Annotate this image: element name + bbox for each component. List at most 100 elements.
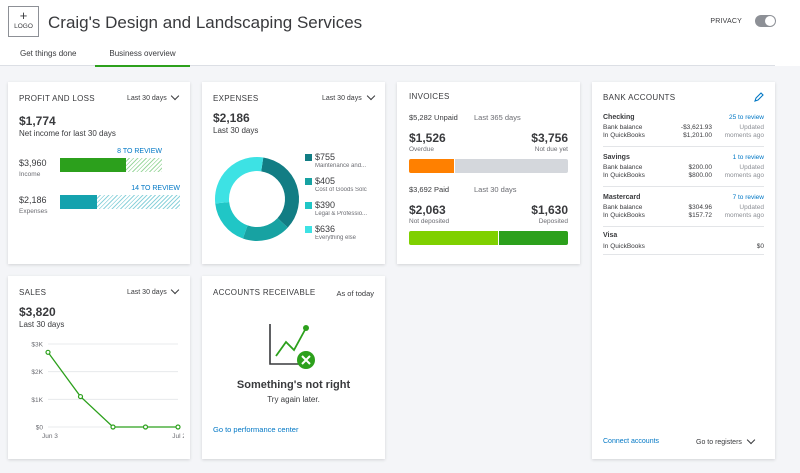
legend-swatch [305, 178, 312, 185]
income-label: Income [19, 171, 41, 178]
performance-center-link[interactable]: Go to performance center [213, 425, 299, 434]
expenses-donut-chart[interactable] [212, 154, 302, 244]
review-link[interactable]: 25 to review [728, 114, 764, 121]
privacy-toggle[interactable] [755, 15, 776, 27]
divider [603, 146, 764, 147]
sales-data-point[interactable] [110, 424, 116, 430]
qb-balance-label: In QuickBooks [603, 172, 645, 179]
donut-slice[interactable] [215, 201, 249, 239]
overdue-bar[interactable] [409, 159, 454, 173]
qb-balance-value: $157.72 [688, 212, 713, 219]
legend-label: Cost of Goods Solc [315, 187, 367, 193]
tab-get-things-done[interactable]: Get things done [20, 49, 77, 58]
expenses-card: EXPENSES Last 30 days $2,186 Last 30 day… [202, 82, 385, 264]
legend-value[interactable]: $755 [315, 152, 336, 162]
not-due-bar[interactable] [455, 159, 568, 173]
tab-bar: Get things done Business overview [0, 44, 775, 67]
page-header: + LOGO Craig's Design and Landscaping Se… [0, 0, 800, 67]
donut-slice[interactable] [215, 157, 264, 204]
sales-data-point[interactable] [142, 424, 149, 430]
bank-account-name[interactable]: Savings [603, 154, 630, 161]
period-select[interactable]: Last 30 days [127, 95, 167, 102]
bank-account-name[interactable]: Mastercard [603, 194, 641, 201]
visa-name[interactable]: Visa [603, 232, 618, 239]
review-link[interactable]: 7 to review [732, 194, 764, 201]
period-select[interactable]: Last 30 days [322, 95, 362, 102]
legend-value[interactable]: $405 [315, 176, 336, 186]
y-tick-label: $0 [36, 425, 44, 432]
card-title: PROFIT AND LOSS [19, 94, 95, 103]
legend-swatch [305, 226, 312, 233]
donut-slice[interactable] [260, 157, 299, 228]
card-title: ACCOUNTS RECEIVABLE [213, 288, 316, 297]
legend-value[interactable]: $390 [315, 200, 336, 210]
add-logo-button[interactable]: + LOGO [8, 6, 39, 37]
deposited-label: Deposited [538, 218, 568, 225]
company-name: Craig's Design and Landscaping Services [48, 13, 363, 32]
not-deposited-bar[interactable] [409, 231, 498, 245]
deposited-bar[interactable] [499, 231, 568, 245]
legend-swatch [305, 202, 312, 209]
chevron-down-icon[interactable] [746, 435, 756, 445]
tab-business-overview[interactable]: Business overview [95, 49, 190, 67]
error-subtitle: Try again later. [267, 395, 320, 404]
income-bar[interactable] [60, 158, 126, 172]
period-select[interactable]: Last 30 days [127, 289, 167, 296]
go-to-registers-select[interactable]: Go to registers [696, 439, 742, 446]
overdue-label: Overdue [409, 146, 434, 153]
expenses-bar[interactable] [60, 195, 97, 209]
legend-label: Everything else [315, 235, 357, 241]
chevron-down-icon[interactable] [170, 91, 180, 101]
legend-label: Legal & Professio... [315, 211, 368, 217]
plus-icon: + [19, 8, 28, 23]
divider [603, 186, 764, 187]
visa-qb-label: In QuickBooks [603, 243, 645, 250]
y-tick-label: $3K [31, 342, 43, 349]
divider [603, 226, 764, 227]
pencil-icon[interactable] [754, 92, 764, 102]
bank-balance-label: Bank balance [603, 204, 643, 211]
x-tick-label: Jul 2 [172, 433, 184, 440]
income-review-hatch[interactable] [126, 158, 162, 172]
sales-data-point[interactable] [77, 393, 84, 400]
expenses-label: Expenses [19, 208, 48, 215]
visa-qb-value: $0 [756, 243, 764, 250]
chevron-down-icon[interactable] [366, 91, 376, 101]
not-deposited-value: $2,063 [409, 203, 446, 217]
sales-data-point[interactable] [175, 424, 181, 430]
expenses-review-hatch[interactable] [97, 195, 180, 209]
y-tick-label: $1K [31, 397, 43, 404]
bank-account-name[interactable]: Checking [603, 114, 635, 121]
net-income-value: $1,774 [19, 114, 56, 128]
sales-data-point[interactable] [45, 349, 51, 355]
expenses-total-label: Last 30 days [213, 126, 259, 135]
donut-slice[interactable] [242, 217, 288, 241]
legend-value[interactable]: $636 [315, 224, 336, 234]
chevron-down-icon[interactable] [170, 285, 180, 295]
broken-chart-icon [269, 324, 315, 369]
privacy-label: PRIVACY [710, 18, 742, 25]
not-due-value: $3,756 [531, 131, 568, 145]
expenses-value: $2,186 [19, 195, 47, 205]
qb-balance-label: In QuickBooks [603, 132, 645, 139]
sales-total: $3,820 [19, 305, 56, 319]
sales-card: SALES Last 30 days $3,820 Last 30 days $… [8, 276, 190, 459]
logo-label: LOGO [14, 23, 33, 30]
qb-balance-value: $800.00 [688, 172, 713, 179]
connect-accounts-link[interactable]: Connect accounts [603, 438, 660, 445]
bank-balance-value: $200.00 [688, 164, 713, 171]
bank-accounts-card: BANK ACCOUNTS Visa In QuickBooks $0 Conn… [592, 82, 775, 459]
expenses-review-link[interactable]: 14 TO REVIEW [131, 185, 180, 192]
unpaid-summary: $5,282 Unpaid [409, 113, 458, 122]
income-value: $3,960 [19, 158, 47, 168]
accounts-receivable-card: ACCOUNTS RECEIVABLE As of today Somethin… [202, 276, 385, 459]
review-link[interactable]: 1 to review [732, 154, 764, 161]
income-review-link[interactable]: 8 TO REVIEW [117, 148, 162, 155]
not-deposited-label: Not deposited [409, 218, 450, 225]
net-income-label: Net income for last 30 days [19, 129, 116, 138]
updated-label: Updated [739, 204, 764, 211]
expenses-total: $2,186 [213, 111, 250, 125]
card-title: BANK ACCOUNTS [603, 93, 676, 102]
deposited-value: $1,630 [531, 203, 568, 217]
